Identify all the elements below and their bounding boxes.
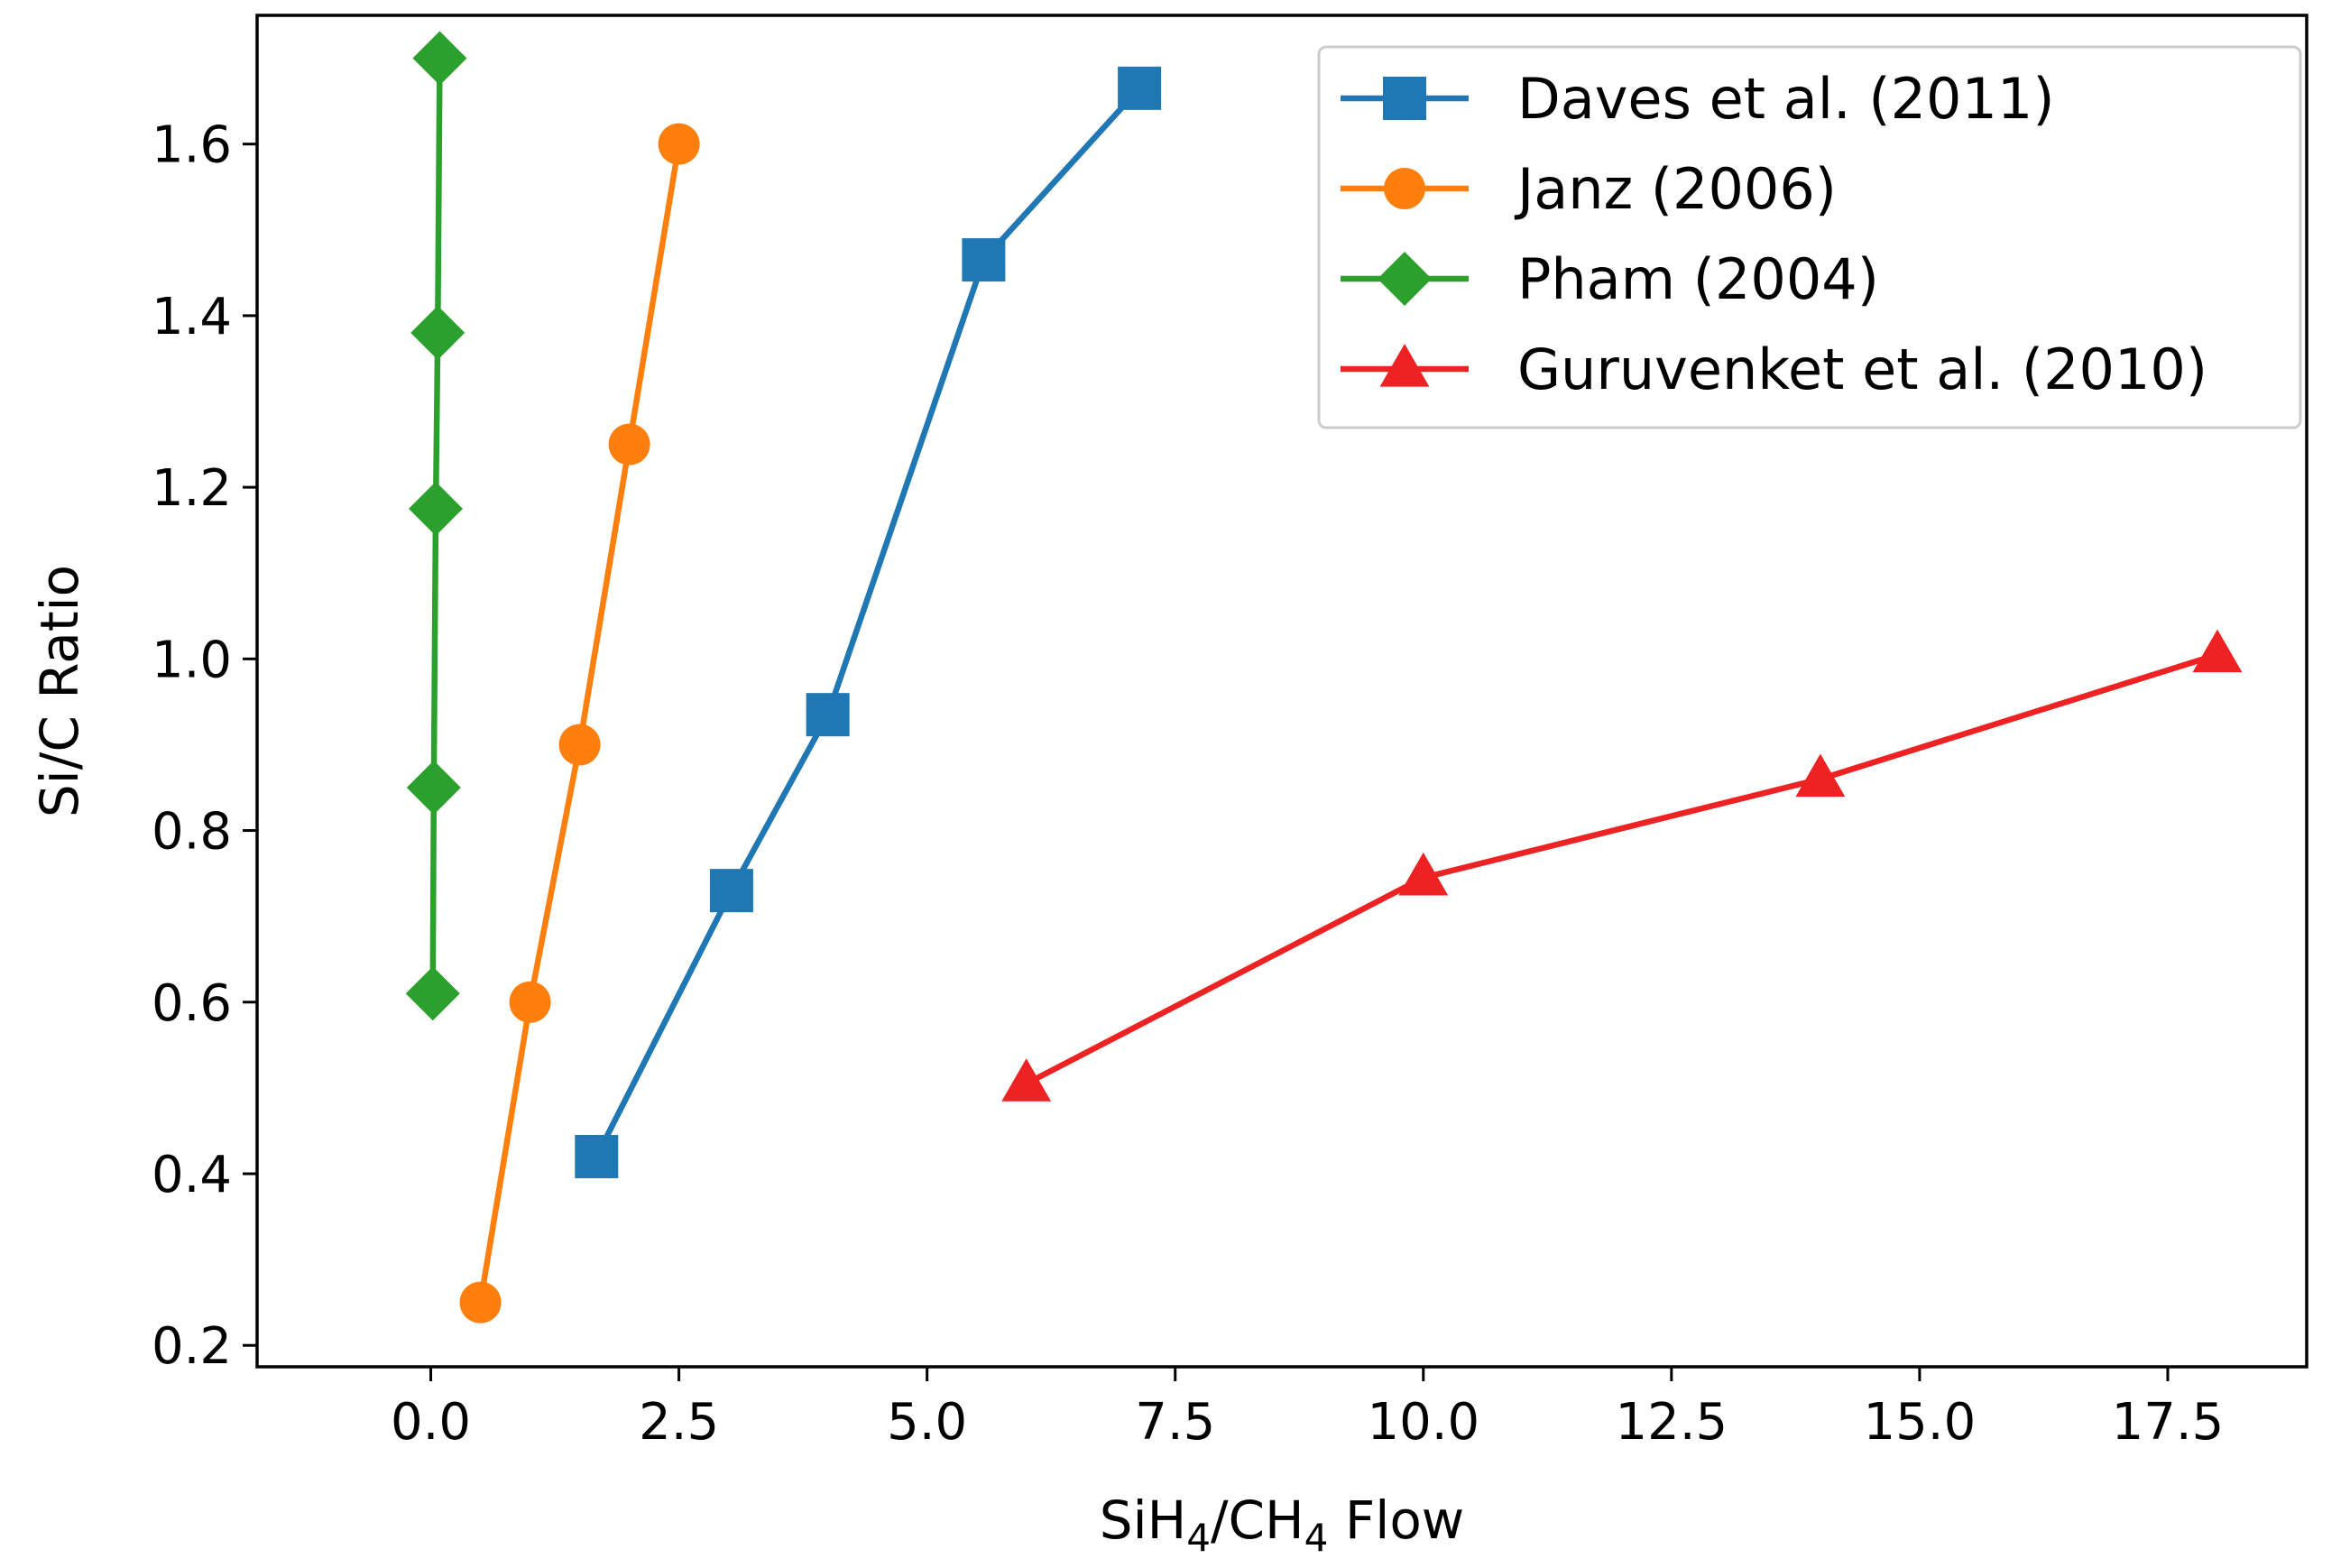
data-point [1118,66,1162,110]
y-tick-label: 0.6 [152,974,232,1033]
x-tick-label: 10.0 [1367,1393,1479,1452]
x-axis-label: SiH4/CH4 Flow [1100,1490,1465,1560]
y-tick-label: 1.2 [152,459,232,518]
data-point [709,869,753,913]
legend-entry: Guruvenket et al. (2010) [1341,337,2207,402]
data-point [1795,753,1846,798]
legend-label: Janz (2006) [1514,156,1837,222]
y-tick-label: 0.8 [152,803,232,862]
legend-marker [1384,168,1425,209]
legend: Daves et al. (2011) Janz (2006) Pham (2004… [1317,45,2302,429]
data-point [1398,852,1449,896]
x-tick-label: 17.5 [2112,1393,2225,1452]
data-point [608,423,650,466]
legend-entry: Pham (2004) [1341,246,1879,312]
x-tick-label: 15.0 [1864,1393,1977,1452]
data-point [962,238,1006,282]
ticks-layer: 0.0 2.5 5.0 7.5 10.0 12.5 15.0 17.5 0.2 0.4 0.6 0.8… [152,116,2224,1452]
y-tick-label: 1.0 [152,631,232,689]
data-point [459,1281,502,1324]
data-point [412,31,467,86]
data-point [575,1134,619,1178]
series-layer [405,31,2243,1324]
x-tick-label: 7.5 [1135,1393,1215,1452]
data-point [409,481,464,536]
legend-marker [1379,344,1430,387]
series-1 [575,66,1162,1178]
legend-label: Pham (2004) [1517,246,1879,312]
legend-box [1317,45,2302,429]
y-tick-label: 0.4 [152,1146,232,1204]
x-tick-label: 5.0 [887,1393,967,1452]
data-point [2192,629,2243,673]
x-tick-label: 0.0 [391,1393,471,1452]
data-point [509,981,551,1023]
series-2 [459,123,700,1324]
x-tick-label: 12.5 [1616,1393,1728,1452]
legend-entry: Daves et al. (2011) [1341,66,2055,132]
legend-entry: Janz (2006) [1341,156,1837,222]
data-point [658,123,700,165]
y-tick-label: 0.2 [152,1317,232,1376]
y-axis-label: Si/C Ratio [29,565,90,817]
legend-label: Guruvenket et al. (2010) [1517,337,2207,402]
series-3 [405,31,467,1021]
data-point [806,693,850,737]
axes-frame [255,14,2309,1369]
legend-marker [1378,252,1432,306]
data-point [406,761,461,815]
y-tick-label: 1.6 [152,116,232,175]
legend-label: Daves et al. (2011) [1517,66,2055,132]
data-point [558,724,601,766]
data-point [410,305,465,360]
x-tick-label: 2.5 [639,1393,719,1452]
data-point [405,966,460,1021]
y-tick-label: 1.4 [152,288,232,346]
data-point [1001,1058,1052,1102]
legend-marker [1383,77,1426,120]
series-4 [1001,629,2243,1102]
series-line [1025,651,2218,1087]
